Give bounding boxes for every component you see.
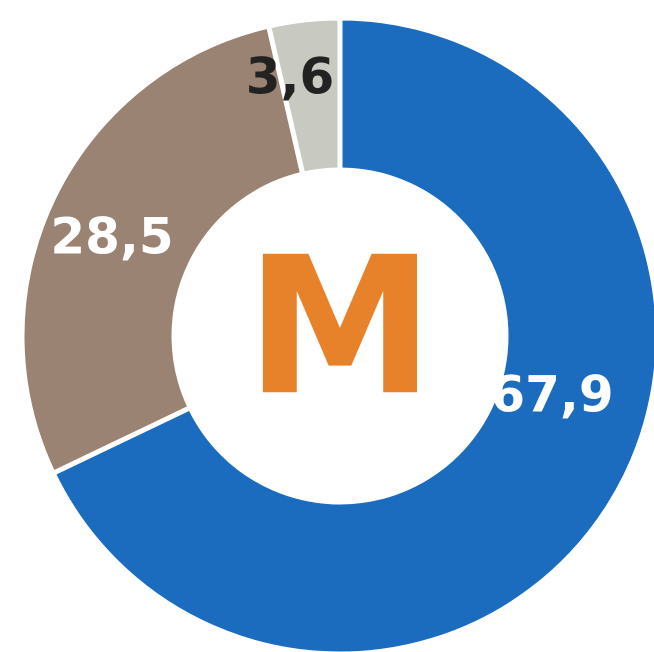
value-label: 3,6 (246, 48, 335, 106)
center-label: M (245, 216, 434, 437)
value-label: 67,9 (490, 366, 613, 424)
donut-segment (49, 15, 654, 652)
donut-segment (265, 15, 343, 178)
value-label: 28,5 (50, 208, 173, 266)
donut-segment (19, 23, 306, 477)
